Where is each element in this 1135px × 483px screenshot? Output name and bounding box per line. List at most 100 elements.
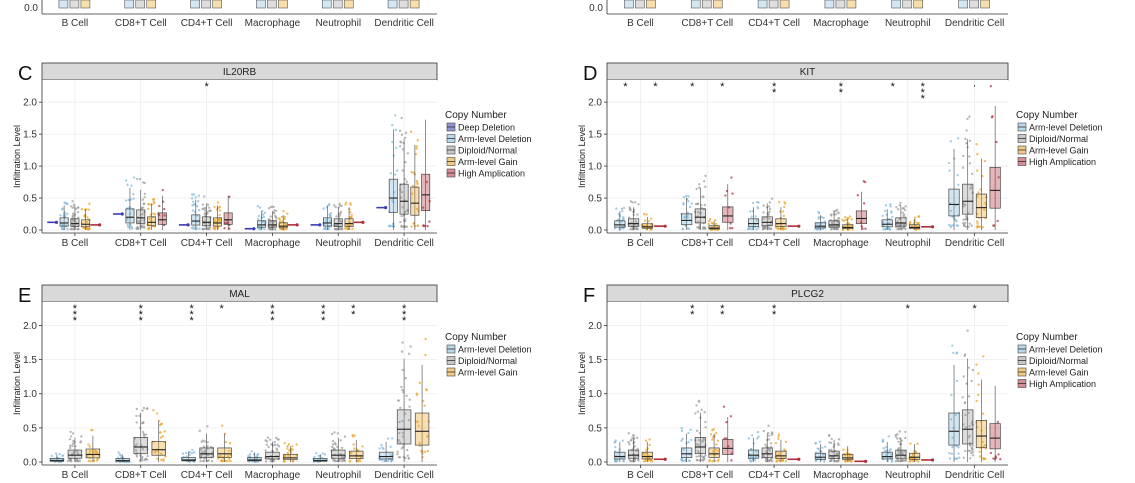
data-point xyxy=(291,459,295,463)
data-point xyxy=(767,213,770,217)
data-point xyxy=(283,441,286,445)
data-point xyxy=(948,451,951,455)
data-point xyxy=(842,448,845,451)
data-point xyxy=(161,188,164,192)
data-point xyxy=(270,443,273,446)
data-point xyxy=(704,174,707,178)
data-point xyxy=(832,445,835,449)
data-point xyxy=(152,201,156,205)
significance-mark: * xyxy=(690,81,695,93)
data-point xyxy=(704,426,707,429)
top-box xyxy=(321,0,332,9)
data-point xyxy=(408,405,411,408)
box xyxy=(909,452,921,460)
significance-mark: * xyxy=(772,81,777,93)
data-point xyxy=(978,455,982,458)
data-point xyxy=(698,211,701,215)
data-point xyxy=(631,436,634,440)
data-point xyxy=(198,227,201,230)
data-point xyxy=(322,207,325,210)
data-point xyxy=(394,128,398,132)
data-point xyxy=(711,450,715,453)
box xyxy=(722,206,734,223)
data-point xyxy=(210,459,214,463)
data-point xyxy=(150,203,154,206)
data-point xyxy=(964,137,967,141)
data-point xyxy=(203,440,206,443)
data-point xyxy=(265,440,269,443)
data-point xyxy=(982,355,985,358)
data-point xyxy=(975,363,978,366)
data-point xyxy=(334,205,337,209)
data-point xyxy=(88,445,91,448)
data-point xyxy=(816,228,819,231)
data-point xyxy=(398,456,402,459)
data-point xyxy=(614,439,617,442)
data-point xyxy=(690,438,693,442)
data-point xyxy=(202,445,206,448)
data-point xyxy=(153,451,156,454)
data-point xyxy=(976,152,979,156)
data-point xyxy=(206,453,210,457)
data-point xyxy=(405,394,408,398)
data-point xyxy=(424,337,427,341)
box xyxy=(975,193,987,219)
x-tick-label: B Cell xyxy=(627,238,654,249)
data-point xyxy=(160,422,163,426)
data-point xyxy=(837,217,840,220)
data-point xyxy=(755,228,758,231)
panel-D: D KIT 0.0 0.5 1.0 1.5 2.0 Infiltration Level B C… xyxy=(577,62,1103,249)
data-point xyxy=(884,204,888,207)
data-point xyxy=(971,368,975,372)
significance-mark: * xyxy=(720,303,725,315)
data-point xyxy=(954,413,958,416)
box xyxy=(399,183,409,215)
data-point xyxy=(209,209,212,213)
data-point xyxy=(885,453,888,456)
box xyxy=(388,178,398,213)
data-point xyxy=(896,437,899,440)
data-point xyxy=(339,439,342,442)
data-point xyxy=(398,441,402,444)
data-point xyxy=(415,420,418,424)
data-point xyxy=(402,141,405,145)
data-point xyxy=(700,455,704,458)
data-point xyxy=(753,459,757,462)
data-point xyxy=(621,210,624,213)
data-point xyxy=(731,227,734,230)
data-point xyxy=(901,459,904,462)
box xyxy=(223,212,233,225)
x-tick-label: CD4+T Cell xyxy=(181,470,233,481)
data-point xyxy=(425,388,428,391)
series-mark-point xyxy=(864,459,868,463)
data-point xyxy=(968,222,971,225)
data-point xyxy=(955,445,958,448)
data-point xyxy=(86,216,89,219)
top-box xyxy=(779,0,790,9)
data-point xyxy=(80,207,84,211)
data-point xyxy=(956,224,960,227)
box xyxy=(257,220,267,228)
data-point xyxy=(908,221,912,225)
data-point xyxy=(204,219,207,222)
data-point xyxy=(695,429,699,433)
data-point xyxy=(881,438,885,441)
data-point xyxy=(352,443,355,446)
data-point xyxy=(76,451,79,454)
box xyxy=(775,218,787,227)
data-point xyxy=(350,224,353,227)
data-point xyxy=(697,455,701,458)
data-point xyxy=(863,180,867,184)
data-point xyxy=(614,445,617,449)
data-point xyxy=(967,366,970,369)
data-point xyxy=(724,194,727,197)
top-x-tick-label: CD4+T Cell xyxy=(181,18,233,29)
data-point xyxy=(73,205,76,208)
data-point xyxy=(627,432,630,435)
data-point xyxy=(956,173,959,177)
data-point xyxy=(633,444,636,448)
top-box xyxy=(824,0,835,9)
data-point xyxy=(197,194,201,197)
data-point xyxy=(951,344,954,347)
legend-label: High Amplication xyxy=(1029,157,1096,167)
